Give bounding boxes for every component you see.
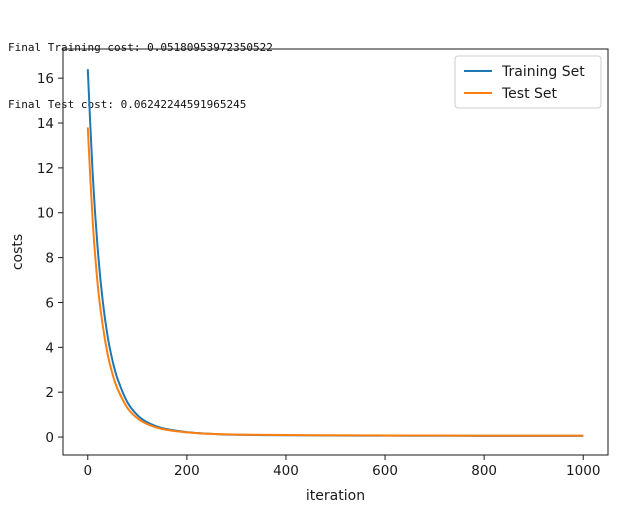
y-tick-label: 16	[37, 71, 54, 87]
y-tick-label: 8	[45, 251, 54, 267]
x-tick-label: 0	[83, 463, 92, 479]
y-tick-label: 2	[45, 385, 54, 401]
final-training-cost-line: Final Training cost: 0.05180953972350522	[8, 41, 273, 54]
series-line-training-set	[86, 69, 584, 437]
y-tick-label: 14	[37, 116, 54, 132]
plot-area	[86, 69, 584, 437]
legend: Training Set Test Set	[454, 55, 602, 109]
x-tick-label: 800	[471, 463, 497, 479]
axis-ticks: 0 200 400 600 800 1000 0 2 4 6 8 10 12 14 16	[37, 71, 601, 479]
x-tick-label: 200	[174, 463, 200, 479]
y-tick-label: 0	[45, 430, 54, 446]
y-tick-label: 6	[45, 295, 54, 311]
y-tick-label: 4	[45, 340, 54, 356]
x-tick-label: 1000	[566, 463, 600, 479]
x-tick-label: 400	[273, 463, 299, 479]
x-axis-label: iteration	[306, 488, 365, 504]
x-tick-label: 600	[372, 463, 398, 479]
axes-frame	[62, 48, 609, 456]
legend-box	[454, 55, 602, 109]
y-axis-label: costs	[10, 234, 26, 270]
y-tick-label: 10	[37, 206, 54, 222]
y-tick-label: 12	[37, 161, 54, 177]
legend-label-test-set: Test Set	[501, 86, 558, 102]
legend-label-training-set: Training Set	[501, 64, 585, 80]
series-line-test-set	[86, 127, 584, 437]
